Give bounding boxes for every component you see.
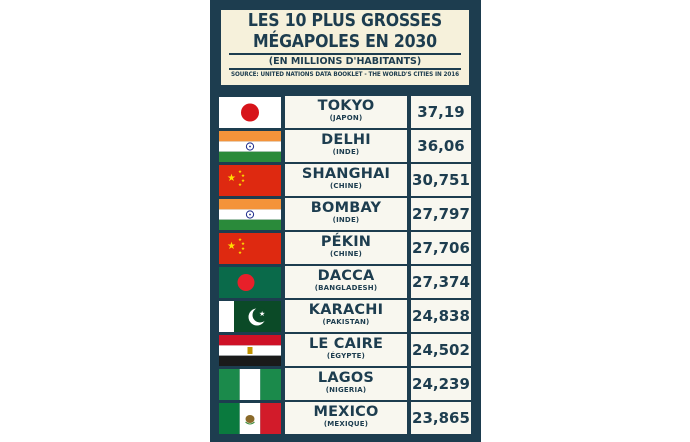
svg-text:★: ★ [238,250,242,256]
title-line-1: LES 10 PLUS GROSSES [247,11,443,31]
mexico-flag-icon [219,403,281,434]
city-name: KARACHI [308,302,384,318]
title-line-2: MÉGAPOLES EN 2030 [253,32,437,52]
city-name: PÉKIN [320,234,372,250]
population-value: 23,865 [411,402,471,434]
source-note: SOURCE: UNITED NATIONS DATA BOOKLET - TH… [231,72,459,78]
city-name: BOMBAY [310,200,382,216]
table-row: BOMBAY (INDE) 27,797 [219,198,471,230]
country-name: (ÉGYPTE) [326,352,366,360]
china-flag-icon: ★ ★ ★ ★ ★ [219,165,281,196]
pakistan-flag-icon: ★ [219,301,281,332]
header-divider-top [229,53,461,55]
population-value: 24,502 [411,334,471,366]
india-flag-icon [219,199,281,230]
city-cell: MEXICO (MEXIQUE) [285,402,407,434]
city-cell: DACCA (BANGLADESH) [285,266,407,298]
city-cell: DELHI (INDE) [285,130,407,162]
table-row: ★ KARACHI (PAKISTAN) 24,838 [219,300,471,332]
table-row: ★ ★ ★ ★ ★ PÉKIN (CHINE) 27,706 [219,232,471,264]
population-value: 27,706 [411,232,471,264]
svg-text:★: ★ [227,173,236,184]
country-name: (MEXIQUE) [323,420,369,428]
egypt-flag-icon [219,335,281,366]
city-name: LAGOS [317,370,375,386]
country-name: (BANGLADESH) [314,284,378,292]
city-cell: SHANGHAI (CHINE) [285,164,407,196]
city-name: DACCA [317,268,375,284]
header-box: LES 10 PLUS GROSSES MÉGAPOLES EN 2030 (E… [219,8,471,87]
population-value: 37,19 [411,96,471,128]
population-value: 27,797 [411,198,471,230]
japan-flag-icon [219,97,281,128]
country-name: (NIGERIA) [325,386,367,394]
table-row: LAGOS (NIGERIA) 24,239 [219,368,471,400]
bangladesh-flag-icon [219,267,281,298]
table-row: ★ ★ ★ ★ ★ SHANGHAI (CHINE) 30,751 [219,164,471,196]
country-name: (PAKISTAN) [322,318,370,326]
population-value: 36,06 [411,130,471,162]
city-name: MEXICO [313,404,379,420]
svg-text:★: ★ [238,182,242,188]
svg-text:★: ★ [241,178,245,184]
city-name: SHANGHAI [301,166,391,182]
population-value: 24,239 [411,368,471,400]
table-row: LE CAIRE (ÉGYPTE) 24,502 [219,334,471,366]
table-row: DELHI (INDE) 36,06 [219,130,471,162]
city-cell: KARACHI (PAKISTAN) [285,300,407,332]
city-name: LE CAIRE [308,336,384,352]
nigeria-flag-icon [219,369,281,400]
svg-text:★: ★ [241,173,245,179]
country-name: (CHINE) [329,182,363,190]
city-cell: LE CAIRE (ÉGYPTE) [285,334,407,366]
population-value: 27,374 [411,266,471,298]
city-name: DELHI [321,132,371,148]
country-name: (CHINE) [329,250,363,258]
china-flag-icon: ★ ★ ★ ★ ★ [219,233,281,264]
city-cell: BOMBAY (INDE) [285,198,407,230]
table-row: TOKYO (JAPON) 37,19 [219,96,471,128]
svg-text:★: ★ [238,237,242,243]
country-name: (INDE) [332,216,360,224]
svg-text:★: ★ [259,310,265,318]
city-name: TOKYO [317,98,375,114]
svg-text:★: ★ [227,241,236,252]
india-flag-icon [219,131,281,162]
svg-text:★: ★ [241,241,245,247]
subtitle: (EN MILLIONS D'HABITANTS) [268,56,422,67]
country-name: (JAPON) [329,114,363,122]
city-cell: PÉKIN (CHINE) [285,232,407,264]
city-cell: TOKYO (JAPON) [285,96,407,128]
table-row: MEXICO (MEXIQUE) 23,865 [219,402,471,434]
svg-text:★: ★ [241,246,245,252]
table-row: DACCA (BANGLADESH) 27,374 [219,266,471,298]
country-name: (INDE) [332,148,360,156]
population-value: 30,751 [411,164,471,196]
city-cell: LAGOS (NIGERIA) [285,368,407,400]
population-value: 24,838 [411,300,471,332]
svg-text:★: ★ [238,169,242,175]
header-divider-bottom [229,68,461,70]
